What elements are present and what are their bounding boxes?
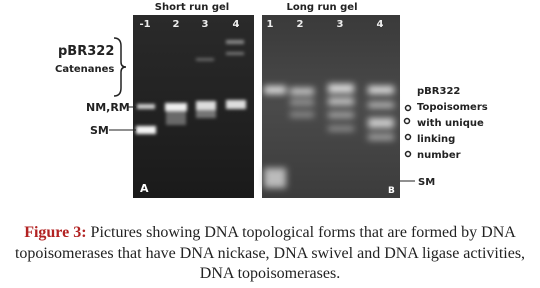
lane-label: 4: [233, 19, 240, 30]
lane-labels: -1 2 3 4: [139, 19, 239, 30]
brace: [113, 37, 127, 97]
label: linking: [417, 134, 455, 145]
panel-letter: B: [388, 186, 395, 196]
caption-label: Figure 3:: [24, 224, 87, 241]
label: Topoisomers: [417, 102, 488, 113]
lane-label: 3: [202, 19, 209, 30]
bands: [264, 84, 394, 188]
label: Catenanes: [55, 64, 114, 75]
star-icons: [403, 104, 412, 158]
lane-label: 2: [173, 19, 180, 30]
label: number: [417, 150, 461, 161]
gel-title: Long run gel: [286, 2, 357, 13]
label: SM: [90, 124, 109, 137]
bands: [136, 40, 246, 134]
gel-title: Short run gel: [155, 2, 229, 13]
lane-label: -1: [139, 19, 150, 30]
lane-label: 2: [297, 19, 304, 30]
lane-label: 1: [267, 19, 274, 30]
label: pBR322: [58, 44, 114, 59]
label: NM,RM: [86, 101, 130, 114]
panel-letter: A: [140, 182, 149, 195]
lane-label: 3: [337, 19, 344, 30]
lane-label: 4: [377, 19, 384, 30]
caption-text: Pictures showing DNA topological forms t…: [14, 224, 526, 282]
label: SM: [418, 177, 435, 188]
caption: Figure 3: Pictures showing DNA topologic…: [5, 223, 535, 285]
label: pBR322: [417, 86, 460, 97]
gel-figure: Short run gel -1 2 3 4 A Long run gel 1 …: [55, 2, 488, 198]
label: with unique: [417, 118, 484, 129]
